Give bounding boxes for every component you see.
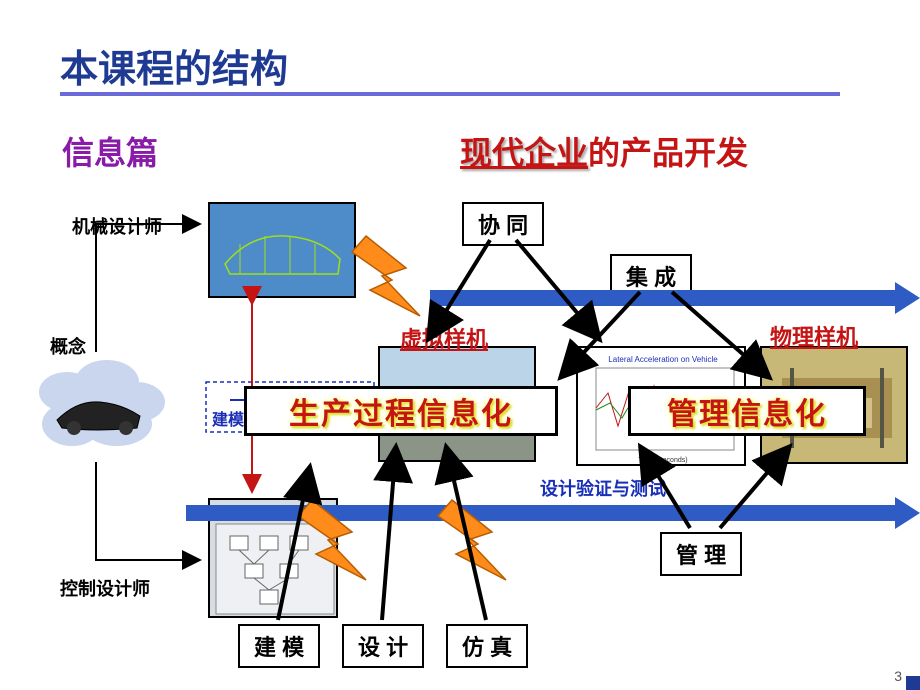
box-fangzhen: 仿 真 [446, 624, 528, 668]
image-control [208, 498, 338, 618]
image-car-cad [208, 202, 356, 298]
label-virtual-proto: 虚拟样机 [400, 322, 488, 354]
bigbox-guanli: 管理信息化 [628, 386, 866, 436]
label-ctrl-designer: 控制设计师 [60, 575, 150, 601]
subtitle-right: 现代企业的产品开发 [460, 128, 748, 174]
page-number: 3 [894, 668, 902, 684]
label-design-verify: 设计验证与测试 [540, 475, 666, 501]
image-concept [22, 352, 177, 462]
box-jianmo: 建 模 [238, 624, 320, 668]
label-concept: 概念 [50, 333, 86, 359]
corner-mark [906, 676, 920, 690]
label-mech-designer: 机械设计师 [72, 213, 162, 239]
box-sheji: 设 计 [342, 624, 424, 668]
box-xietong: 协 同 [462, 202, 544, 246]
label-physical-proto: 物理样机 [770, 320, 858, 352]
title-underline [60, 92, 840, 96]
svg-text:Time (Seconds): Time (Seconds) [638, 457, 687, 464]
subtitle-left: 信息篇 [62, 128, 158, 174]
slide-title: 本课程的结构 [60, 38, 288, 93]
box-guanli: 管 理 [660, 532, 742, 576]
box-jicheng: 集 成 [610, 254, 692, 298]
label-jianmo-small: 建模 [212, 406, 244, 430]
bigbox-shengchan: 生产过程信息化 [244, 386, 558, 436]
svg-text:Lateral Acceleration on Vehicl: Lateral Acceleration on Vehicle [608, 355, 718, 364]
